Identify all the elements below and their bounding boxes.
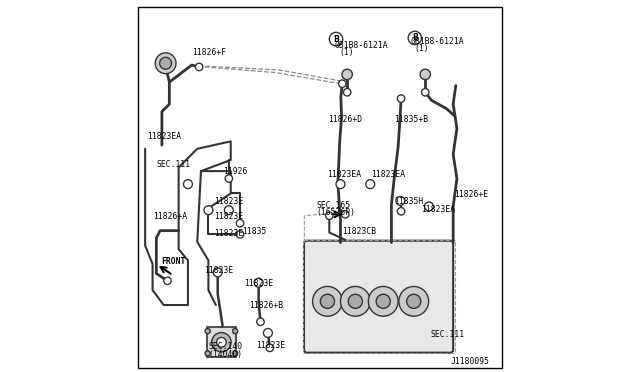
Circle shape bbox=[213, 268, 222, 277]
Circle shape bbox=[254, 278, 263, 287]
Text: SEC.165: SEC.165 bbox=[316, 201, 351, 210]
Text: (1): (1) bbox=[415, 44, 429, 53]
Text: SEC.140: SEC.140 bbox=[209, 342, 243, 351]
Text: 11823E: 11823E bbox=[214, 212, 243, 221]
Text: 11823E: 11823E bbox=[214, 197, 243, 206]
Circle shape bbox=[397, 95, 405, 102]
Text: J1180095: J1180095 bbox=[451, 357, 490, 366]
Circle shape bbox=[164, 277, 172, 285]
Text: (16576P): (16576P) bbox=[316, 208, 355, 217]
FancyBboxPatch shape bbox=[304, 241, 453, 353]
Circle shape bbox=[212, 333, 231, 352]
Circle shape bbox=[344, 89, 351, 96]
Text: (1): (1) bbox=[339, 48, 354, 57]
Circle shape bbox=[342, 211, 349, 218]
Circle shape bbox=[204, 206, 213, 215]
Circle shape bbox=[236, 231, 244, 238]
Circle shape bbox=[399, 286, 429, 316]
Circle shape bbox=[342, 69, 353, 80]
Text: 11823E: 11823E bbox=[214, 229, 243, 238]
Text: 11823EA: 11823EA bbox=[147, 132, 181, 141]
Circle shape bbox=[396, 196, 405, 205]
Circle shape bbox=[205, 328, 211, 334]
Circle shape bbox=[159, 57, 172, 69]
Text: 11835H: 11835H bbox=[394, 197, 423, 206]
Polygon shape bbox=[207, 327, 236, 357]
Circle shape bbox=[408, 31, 422, 45]
Text: B: B bbox=[333, 35, 339, 44]
Text: 11823EA: 11823EA bbox=[371, 170, 406, 179]
Text: SEC.111: SEC.111 bbox=[431, 330, 465, 339]
Circle shape bbox=[369, 286, 398, 316]
Circle shape bbox=[264, 328, 273, 337]
Circle shape bbox=[339, 80, 346, 87]
Text: 11823E: 11823E bbox=[244, 279, 273, 288]
Circle shape bbox=[184, 180, 193, 189]
Circle shape bbox=[216, 337, 227, 347]
Circle shape bbox=[340, 286, 370, 316]
Text: 0B1B8-6121A: 0B1B8-6121A bbox=[410, 37, 464, 46]
Text: 0B1B8-6121A: 0B1B8-6121A bbox=[334, 41, 388, 50]
Text: SEC.111: SEC.111 bbox=[156, 160, 191, 169]
Text: 11823CB: 11823CB bbox=[342, 227, 376, 236]
Circle shape bbox=[321, 294, 335, 308]
Text: (14040): (14040) bbox=[209, 350, 243, 359]
Text: 11835+B: 11835+B bbox=[394, 115, 428, 124]
Circle shape bbox=[376, 294, 390, 308]
Text: 11826+A: 11826+A bbox=[154, 212, 188, 221]
Circle shape bbox=[326, 212, 333, 219]
Circle shape bbox=[330, 32, 342, 46]
Circle shape bbox=[232, 328, 238, 334]
Text: 11826+E: 11826+E bbox=[454, 190, 488, 199]
Circle shape bbox=[225, 175, 232, 182]
Circle shape bbox=[232, 351, 238, 356]
Text: 11826+F: 11826+F bbox=[191, 48, 226, 57]
Text: 11835: 11835 bbox=[242, 227, 266, 236]
Text: 11823EA: 11823EA bbox=[326, 170, 361, 179]
Text: 11823E: 11823E bbox=[204, 266, 233, 275]
Circle shape bbox=[312, 286, 342, 316]
Text: 11823EA: 11823EA bbox=[422, 205, 456, 214]
Text: B: B bbox=[412, 33, 418, 42]
Circle shape bbox=[420, 69, 431, 80]
Circle shape bbox=[156, 53, 176, 74]
Circle shape bbox=[257, 318, 264, 326]
Circle shape bbox=[225, 206, 234, 215]
Circle shape bbox=[195, 63, 203, 71]
Circle shape bbox=[336, 180, 345, 189]
Text: 11926: 11926 bbox=[223, 167, 248, 176]
Circle shape bbox=[406, 294, 421, 308]
Circle shape bbox=[266, 344, 273, 352]
Circle shape bbox=[422, 89, 429, 96]
Circle shape bbox=[348, 294, 362, 308]
Text: 11823E: 11823E bbox=[256, 341, 285, 350]
Text: FRONT: FRONT bbox=[161, 257, 186, 266]
Text: 11826+B: 11826+B bbox=[248, 301, 283, 310]
Circle shape bbox=[365, 180, 374, 189]
Circle shape bbox=[205, 351, 211, 356]
Circle shape bbox=[424, 202, 433, 211]
Circle shape bbox=[236, 219, 244, 227]
Circle shape bbox=[397, 208, 405, 215]
Text: 11826+D: 11826+D bbox=[328, 115, 362, 124]
